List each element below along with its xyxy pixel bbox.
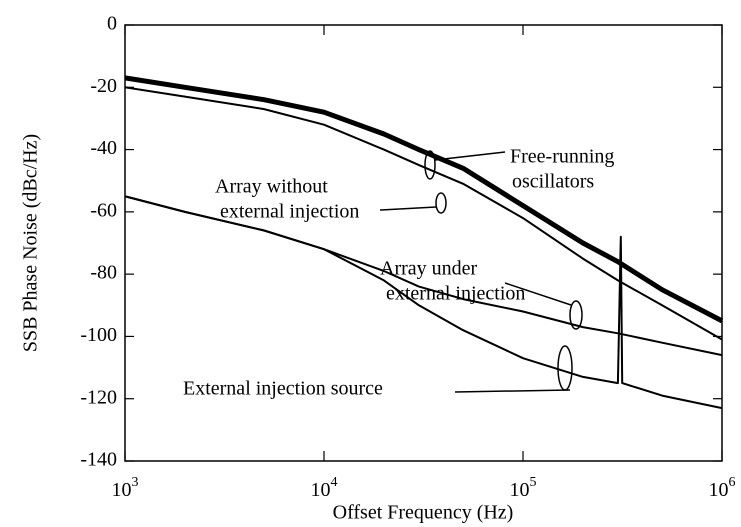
leader-line [379,206,437,211]
annotation: Array under [380,258,478,280]
x-tick-label: 104 [311,475,338,500]
y-tick-label: -120 [80,386,117,408]
y-tick-label: -20 [90,75,117,97]
y-axis-label: SSB Phase Noise (dBc/Hz) [20,134,42,352]
leader-ellipse [424,150,436,180]
annotation: Array without [215,176,328,198]
x-tick-label: 103 [112,475,139,500]
leader-ellipse [435,192,447,214]
y-tick-label: -80 [90,262,117,284]
plot-frame [124,24,723,462]
annotation: external injection [386,283,525,305]
y-tick-label: -140 [80,449,117,471]
leader-line [504,282,572,306]
y-tick-label: 0 [107,13,117,35]
series-line [124,195,723,410]
leaders [379,150,583,393]
y-tick-label: -60 [90,199,117,221]
y-tick-label: -40 [90,137,117,159]
annotation: External injection source [183,378,383,400]
annotation: Free-running [510,146,614,168]
series-line [124,75,724,324]
annotation: external injection [220,201,359,223]
annotation: oscillators [512,171,594,193]
leader-ellipse [557,345,573,391]
leader-ellipse [569,300,583,330]
series-line [124,86,723,341]
x-tick-label: 105 [510,475,537,500]
y-tick-label: -100 [80,324,117,346]
x-tick-label: 106 [709,475,736,500]
leader-line [454,389,571,393]
x-axis-label: Offset Frequency (Hz) [333,502,514,524]
